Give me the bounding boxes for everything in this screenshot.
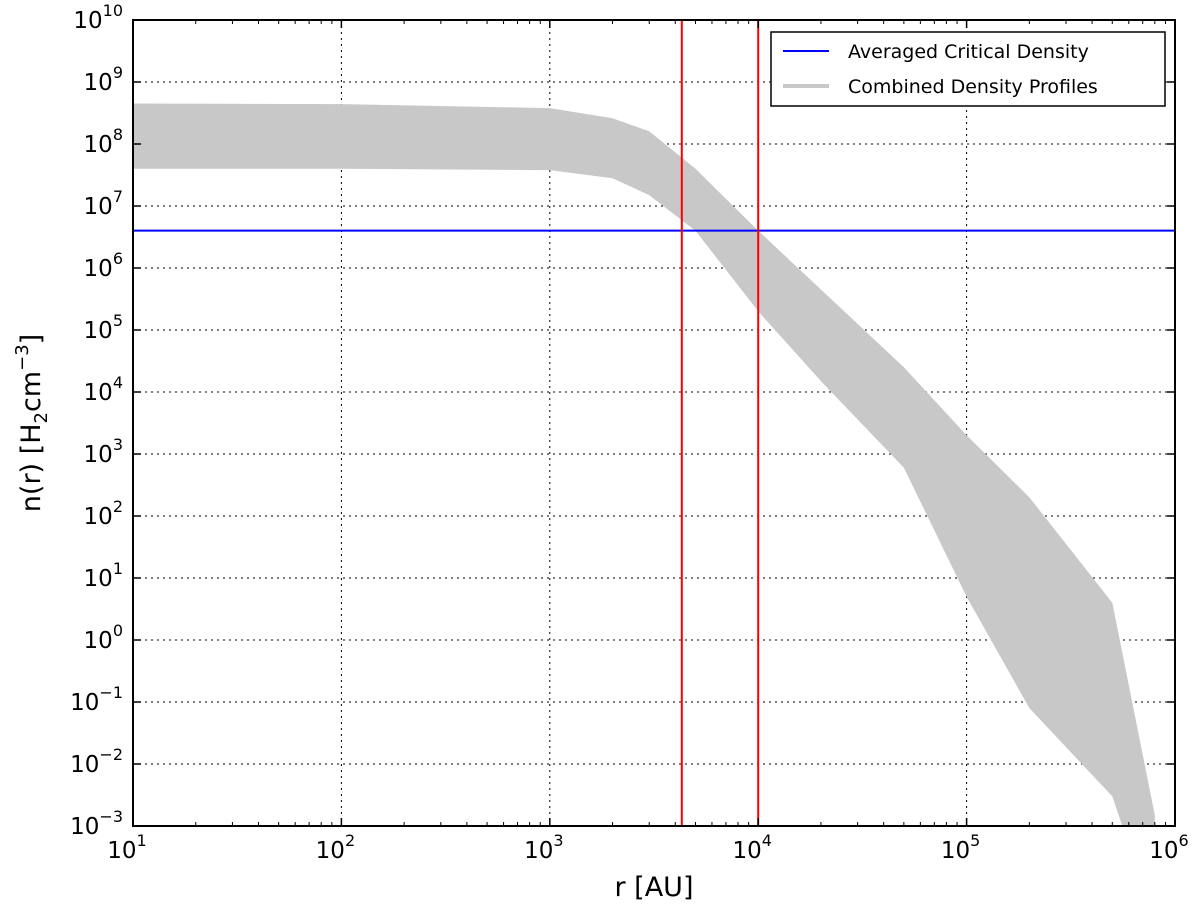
y-tick-label: 106 [84,249,123,282]
y-axis-label: n(r) [H2cm−3] [12,334,52,512]
x-tick-label: 104 [732,831,771,864]
y-tick-label: 102 [84,497,123,530]
y-tick-label: 107 [84,187,123,220]
y-tick-label: 10−1 [70,683,123,716]
y-axis-label-sup: −3 [12,344,33,371]
combined-density-band [133,103,1155,826]
y-tick-label: 103 [84,435,123,468]
y-tick-label: 100 [84,621,123,654]
y-tick-label: 108 [84,125,123,158]
band-layer [133,103,1155,826]
y-tick-label: 101 [84,559,123,592]
legend-label-combined-density: Combined Density Profiles [848,76,1098,98]
y-axis-label-middle: cm [16,371,47,412]
x-tick-labels: 101 102 103 104 105 106 [107,831,1188,864]
y-tick-label: 10−3 [70,807,123,840]
y-tick-label: 105 [84,311,123,344]
x-tick-label: 101 [107,831,146,864]
y-tick-label: 104 [84,373,123,406]
x-tick-label: 103 [524,831,563,864]
x-tick-label: 105 [941,831,980,864]
x-tick-label: 106 [1149,831,1188,864]
legend-box [770,31,1166,107]
legend-label-critical-density: Averaged Critical Density [848,41,1089,63]
y-tick-labels: 1010 109 108 107 106 105 104 103 102 101 100 10−1 10… [70,1,123,840]
y-tick-label: 1010 [73,1,123,34]
y-axis-label-suffix: ] [16,334,47,345]
x-axis-label: r [AU] [615,872,694,903]
y-tick-label: 109 [84,63,123,96]
line-layer [133,20,1175,826]
y-tick-label: 10−2 [70,745,123,778]
y-axis-label-prefix: n(r) [H [16,424,47,513]
x-tick-label: 102 [316,831,355,864]
plot-frame [132,19,1176,827]
ticks [132,19,1176,827]
y-axis-label-sub: 2 [31,412,52,423]
legend: Averaged Critical Density Combined Densi… [770,31,1166,107]
